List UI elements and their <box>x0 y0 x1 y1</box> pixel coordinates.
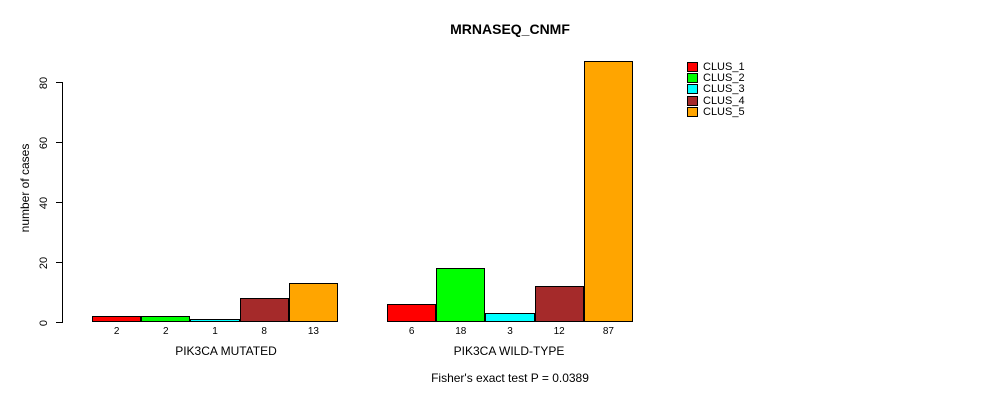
y-axis-tick-label: 80 <box>38 76 50 89</box>
legend-row: CLUS_4 <box>687 94 745 107</box>
bar-clus_4 <box>239 298 289 322</box>
legend-label: CLUS_2 <box>703 71 745 84</box>
bar-clus_2 <box>436 268 486 322</box>
y-axis-tick <box>56 202 62 203</box>
legend-row: CLUS_5 <box>687 105 745 118</box>
legend-swatch-icon <box>687 72 698 83</box>
bar-value-label: 1 <box>212 326 218 337</box>
fisher-test-note: Fisher's exact test P = 0.0389 <box>431 371 589 385</box>
legend-swatch-icon <box>687 95 698 106</box>
legend-label: CLUS_3 <box>703 83 745 96</box>
y-axis-tick-label: 0 <box>38 319 50 326</box>
legend-row: CLUS_2 <box>687 71 745 84</box>
y-axis-label: number of cases <box>18 143 32 233</box>
chart-title: MRNASEQ_CNMF <box>450 21 570 37</box>
x-group-label-wild-type: PIK3CA WILD-TYPE <box>453 344 565 358</box>
legend-label: CLUS_4 <box>703 94 745 107</box>
bar-clus_3 <box>190 319 240 322</box>
legend: CLUS_1 CLUS_2 CLUS_3 CLUS_4 CLUS_5 <box>687 60 745 118</box>
bar-value-label: 12 <box>553 326 565 337</box>
bar-value-label: 3 <box>507 326 513 337</box>
y-axis-tick <box>56 262 62 263</box>
bar-value-label: 13 <box>307 326 319 337</box>
legend-label: CLUS_1 <box>703 60 745 73</box>
x-group-label-mutated: PIK3CA MUTATED <box>175 344 277 358</box>
bar-clus_1 <box>387 304 437 322</box>
bar-value-label: 2 <box>113 326 120 337</box>
bar-value-label: 87 <box>602 326 614 337</box>
legend-swatch-icon <box>687 106 698 117</box>
bar-clus_5 <box>583 61 633 322</box>
y-axis-tick-label: 20 <box>38 256 50 269</box>
bar-value-label: 6 <box>408 326 415 337</box>
bar-clus_3 <box>485 313 535 322</box>
legend-label: CLUS_5 <box>703 105 745 118</box>
y-axis-tick-label: 60 <box>38 136 50 149</box>
legend-swatch-icon <box>687 61 698 72</box>
y-axis-tick <box>56 142 62 143</box>
bar-clus_5 <box>288 283 338 322</box>
legend-row: CLUS_1 <box>687 60 745 73</box>
y-axis-tick-label: 40 <box>38 196 50 209</box>
bar-value-label: 18 <box>455 326 467 337</box>
bar-value-label: 2 <box>163 326 169 337</box>
y-axis-tick <box>56 322 62 323</box>
y-axis-line <box>62 82 63 323</box>
legend-row: CLUS_3 <box>687 83 745 96</box>
bar-value-label: 8 <box>261 326 267 337</box>
y-axis-tick <box>56 82 62 83</box>
bar-clus_2 <box>141 316 191 322</box>
bar-clus_1 <box>92 316 142 322</box>
bar-clus_4 <box>534 286 584 322</box>
legend-swatch-icon <box>687 84 698 95</box>
